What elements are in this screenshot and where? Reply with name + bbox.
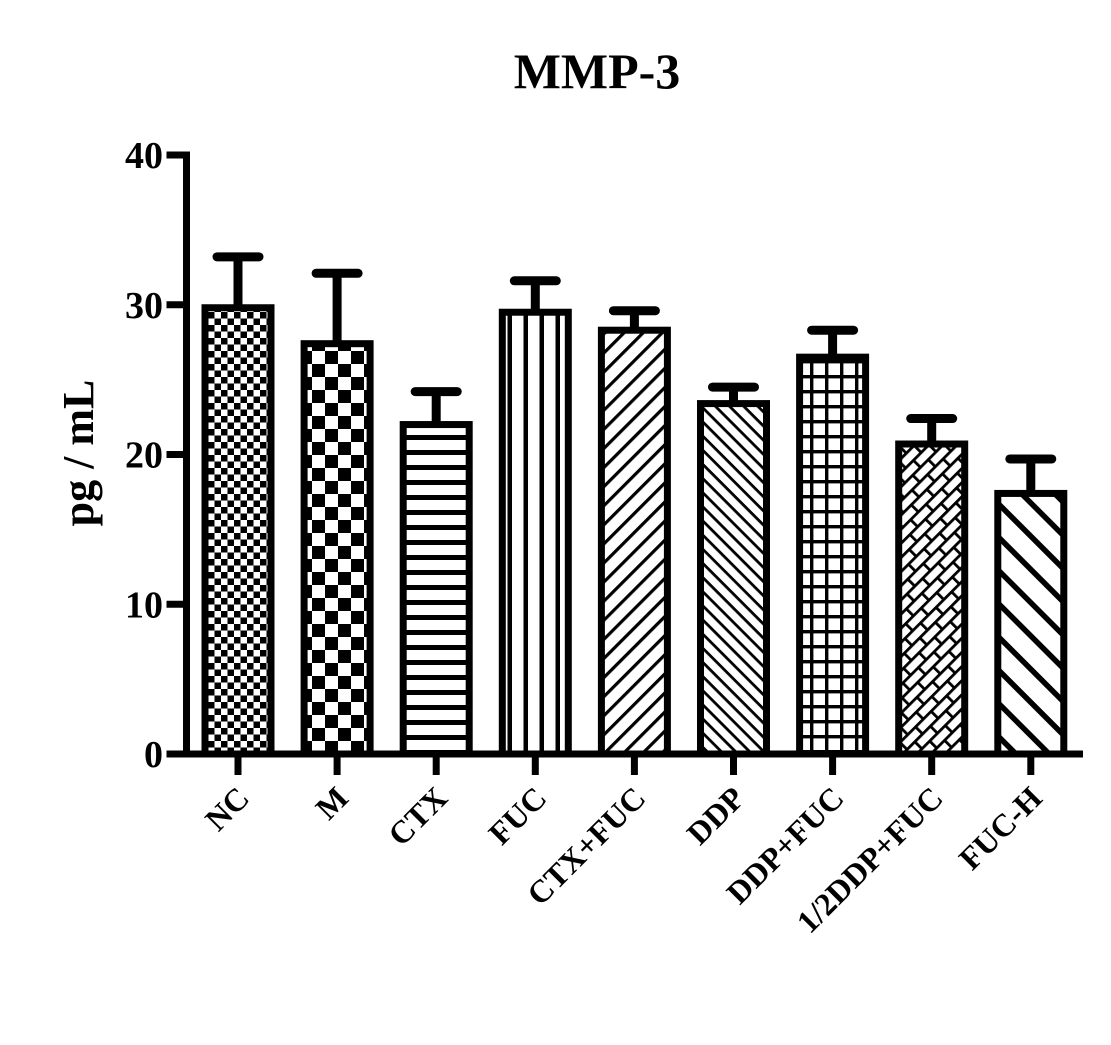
y-tick-label: 40	[125, 135, 163, 177]
y-tick-label: 20	[125, 435, 163, 477]
y-tick-label: 30	[125, 285, 163, 327]
bar	[201, 304, 275, 758]
bar	[498, 308, 572, 758]
x-category-label: FUC	[481, 779, 553, 851]
bar	[994, 489, 1068, 758]
y-axis-label: pg / mL	[54, 380, 103, 527]
bar	[697, 400, 770, 758]
y-tick-label: 0	[144, 734, 163, 776]
x-category-label: FUC-H	[952, 779, 1049, 876]
bar	[399, 421, 473, 758]
chart-title: MMP-3	[514, 43, 681, 99]
bar	[597, 326, 671, 758]
bar	[895, 440, 969, 758]
bar	[796, 353, 870, 758]
y-tick-label: 10	[125, 584, 163, 626]
x-category-label: M	[308, 779, 355, 826]
x-category-label: CTX	[381, 779, 454, 852]
bar	[300, 340, 374, 758]
x-category-label: DDP	[679, 779, 751, 851]
x-category-label: NC	[198, 779, 256, 837]
